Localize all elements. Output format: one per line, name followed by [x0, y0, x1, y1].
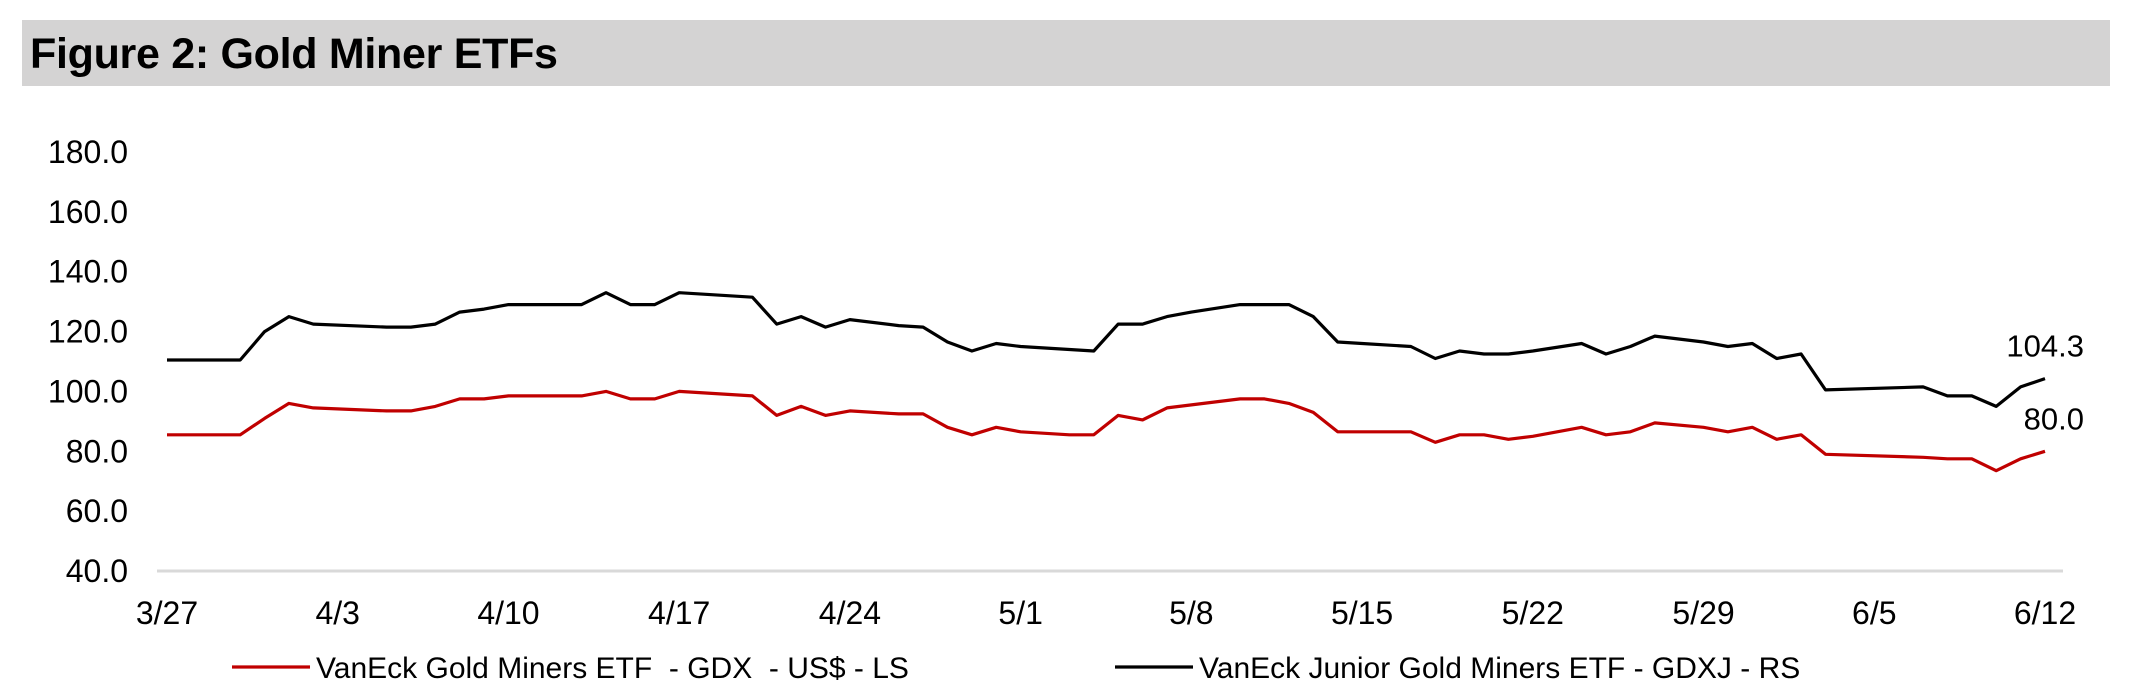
- x-axis-ticks: 3/27 4/3 4/10 4/17 4/24 5/1 5/8 5/15 5/22 5/29 6/5…: [136, 595, 2076, 631]
- end-value-label: 80.0: [2024, 401, 2084, 436]
- y-tick-label: 100.0: [48, 373, 128, 409]
- x-tick-label: 3/27: [136, 595, 198, 631]
- x-tick-label: 6/5: [1852, 595, 1896, 631]
- y-tick-label: 60.0: [66, 493, 128, 529]
- x-tick-label: 5/8: [1169, 595, 1213, 631]
- y-tick-label: 180.0: [48, 134, 128, 170]
- x-tick-label: 4/3: [315, 595, 359, 631]
- y-tick-label: 160.0: [48, 194, 128, 230]
- y-tick-label: 120.0: [48, 314, 128, 350]
- end-value-label: 104.3: [2006, 329, 2084, 364]
- end-labels: 80.0 104.3: [2006, 329, 2084, 437]
- x-tick-label: 5/22: [1502, 595, 1564, 631]
- figure-title: Figure 2: Gold Miner ETFs: [30, 30, 558, 78]
- y-tick-label: 140.0: [48, 254, 128, 290]
- x-tick-label: 4/10: [477, 595, 539, 631]
- x-tick-label: 6/12: [2014, 595, 2076, 631]
- y-tick-label: 80.0: [66, 433, 128, 469]
- y-tick-label: 40.0: [66, 553, 128, 589]
- legend-label: VanEck Junior Gold Miners ETF - GDXJ - R…: [1199, 652, 1800, 685]
- x-tick-label: 4/17: [648, 595, 710, 631]
- legend: VanEck Gold Miners ETF - GDX - US$ - LS V…: [232, 652, 1800, 685]
- legend-label: VanEck Gold Miners ETF - GDX - US$ - LS: [316, 652, 909, 685]
- x-tick-label: 5/15: [1331, 595, 1393, 631]
- series-lines: [167, 291, 2046, 473]
- x-tick-label: 5/29: [1672, 595, 1734, 631]
- series-line-gdxj: [167, 291, 2046, 408]
- x-tick-label: 5/1: [998, 595, 1042, 631]
- y-axis-ticks: 180.0 160.0 140.0 120.0 100.0 80.0 60.0 40.0: [48, 134, 128, 589]
- series-line-gdx: [167, 389, 2046, 473]
- x-tick-label: 4/24: [819, 595, 881, 631]
- figure-title-bar: Figure 2: Gold Miner ETFs: [22, 20, 2110, 86]
